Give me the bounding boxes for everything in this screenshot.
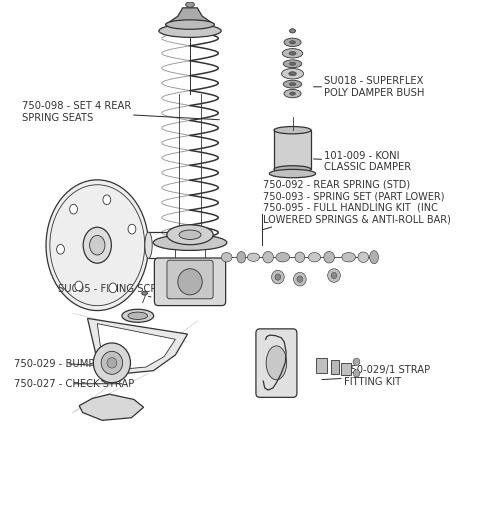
- Text: SU018 - SUPERFLEX
POLY DAMPER BUSH: SU018 - SUPERFLEX POLY DAMPER BUSH: [314, 76, 424, 97]
- Ellipse shape: [324, 251, 334, 263]
- Ellipse shape: [109, 283, 117, 292]
- Ellipse shape: [159, 24, 221, 37]
- Circle shape: [328, 269, 340, 282]
- Circle shape: [272, 270, 284, 284]
- Ellipse shape: [288, 72, 296, 76]
- Circle shape: [297, 276, 303, 282]
- Text: 750-027 - CHECK STRAP: 750-027 - CHECK STRAP: [14, 379, 134, 389]
- Ellipse shape: [274, 126, 311, 134]
- Ellipse shape: [263, 251, 274, 263]
- Ellipse shape: [282, 48, 303, 58]
- Bar: [274, 130, 311, 169]
- Ellipse shape: [289, 52, 296, 55]
- Ellipse shape: [186, 2, 194, 7]
- Ellipse shape: [222, 252, 232, 262]
- Ellipse shape: [103, 195, 110, 204]
- Ellipse shape: [90, 236, 105, 255]
- Circle shape: [178, 269, 202, 295]
- Text: 750-029 - BUMP STOP: 750-029 - BUMP STOP: [14, 359, 126, 369]
- Circle shape: [275, 274, 281, 280]
- Ellipse shape: [358, 252, 368, 262]
- Ellipse shape: [166, 20, 214, 30]
- Ellipse shape: [122, 309, 154, 323]
- Ellipse shape: [284, 60, 302, 67]
- Text: 101-009 - KONI
CLASSIC DAMPER: 101-009 - KONI CLASSIC DAMPER: [314, 151, 412, 172]
- Ellipse shape: [83, 227, 112, 263]
- Ellipse shape: [153, 235, 227, 250]
- FancyBboxPatch shape: [256, 329, 297, 397]
- Ellipse shape: [179, 230, 201, 239]
- Ellipse shape: [142, 291, 148, 295]
- Ellipse shape: [284, 38, 301, 46]
- Circle shape: [107, 358, 117, 368]
- Circle shape: [353, 358, 360, 365]
- Text: 750-092 - REAR SPRING (STD)
750-093 - SPRING SET (PART LOWER)
750-095 - FULL HAN: 750-092 - REAR SPRING (STD) 750-093 - SP…: [263, 180, 451, 230]
- Circle shape: [101, 352, 122, 374]
- Polygon shape: [98, 324, 176, 376]
- Ellipse shape: [308, 252, 320, 262]
- Text: 750-098 - SET 4 REAR
SPRING SEATS: 750-098 - SET 4 REAR SPRING SEATS: [22, 101, 220, 123]
- Polygon shape: [88, 318, 188, 381]
- Circle shape: [331, 272, 337, 279]
- Ellipse shape: [70, 204, 78, 214]
- Ellipse shape: [167, 225, 213, 245]
- Polygon shape: [166, 8, 214, 25]
- Ellipse shape: [290, 41, 296, 44]
- Bar: [316, 358, 327, 373]
- Circle shape: [94, 343, 130, 383]
- Ellipse shape: [46, 180, 148, 310]
- Ellipse shape: [284, 90, 301, 98]
- FancyBboxPatch shape: [154, 258, 226, 306]
- Ellipse shape: [290, 62, 296, 65]
- Ellipse shape: [237, 251, 246, 263]
- Ellipse shape: [282, 69, 304, 79]
- Ellipse shape: [295, 252, 304, 262]
- Ellipse shape: [75, 281, 82, 291]
- Ellipse shape: [145, 232, 152, 258]
- Ellipse shape: [342, 252, 355, 262]
- Ellipse shape: [248, 253, 260, 261]
- Circle shape: [294, 272, 306, 286]
- Ellipse shape: [370, 251, 378, 264]
- Text: SU095 - FIXING SCREW: SU095 - FIXING SCREW: [58, 284, 174, 297]
- Circle shape: [353, 369, 360, 377]
- Ellipse shape: [284, 80, 302, 88]
- Bar: [342, 363, 351, 375]
- FancyBboxPatch shape: [167, 260, 213, 299]
- Ellipse shape: [290, 83, 296, 86]
- Polygon shape: [79, 394, 144, 421]
- Ellipse shape: [290, 29, 296, 33]
- Ellipse shape: [56, 245, 64, 254]
- Ellipse shape: [266, 346, 286, 380]
- Ellipse shape: [270, 169, 316, 178]
- Ellipse shape: [276, 252, 289, 262]
- Text: 750-029/1 STRAP
FITTING KIT: 750-029/1 STRAP FITTING KIT: [322, 365, 430, 387]
- Ellipse shape: [128, 312, 148, 319]
- Ellipse shape: [128, 225, 136, 234]
- Ellipse shape: [290, 92, 296, 95]
- Bar: [330, 360, 340, 374]
- Ellipse shape: [274, 165, 311, 173]
